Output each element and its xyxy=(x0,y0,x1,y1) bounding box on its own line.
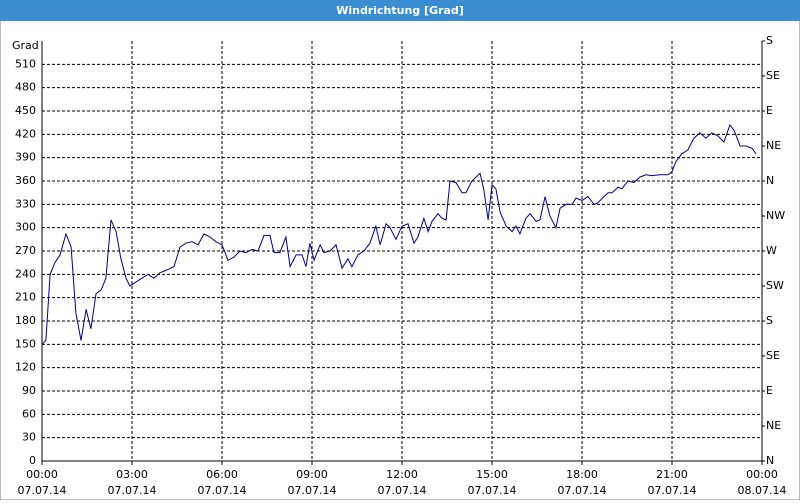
y2-tick-label: NE xyxy=(766,419,781,432)
y-tick-label: 180 xyxy=(15,314,36,327)
y-tick-label: 450 xyxy=(15,104,36,117)
y-tick-label: 30 xyxy=(22,431,36,444)
y-tick-label: 120 xyxy=(15,361,36,374)
data-line xyxy=(41,123,757,345)
y2-tick-label: E xyxy=(766,104,773,117)
y-tick-label: 390 xyxy=(15,151,36,164)
y2-tick-label: SE xyxy=(766,349,780,362)
y2-tick-label: NE xyxy=(766,139,781,152)
y-axis-label: Grad xyxy=(12,39,39,52)
y-tick-label: 360 xyxy=(15,174,36,187)
x-tick-label: 12:00 xyxy=(386,468,418,481)
title-bar xyxy=(0,0,800,21)
y-tick-label: 150 xyxy=(15,337,36,350)
x-tick-label: 09:00 xyxy=(296,468,328,481)
x-tick-label: 00:00 xyxy=(26,468,58,481)
x-tick-date: 07.07.14 xyxy=(108,484,157,497)
x-tick-date: 08.07.14 xyxy=(738,484,787,497)
x-tick-label: 00:00 xyxy=(746,468,778,481)
y-tick-label: 300 xyxy=(15,221,36,234)
y-tick-label: 420 xyxy=(15,127,36,140)
y-tick-label: 510 xyxy=(15,57,36,70)
y-tick-label: 60 xyxy=(22,407,36,420)
x-tick-date: 07.07.14 xyxy=(288,484,337,497)
y2-tick-label: NW xyxy=(766,209,785,222)
x-tick-date: 07.07.14 xyxy=(648,484,697,497)
y2-tick-label: S xyxy=(766,34,773,47)
x-tick-label: 06:00 xyxy=(206,468,238,481)
y-tick-label: 0 xyxy=(29,454,36,467)
y2-tick-label: W xyxy=(766,244,777,257)
y2-tick-label: N xyxy=(766,454,774,467)
y-tick-label: 330 xyxy=(15,197,36,210)
y2-tick-label: SW xyxy=(766,279,784,292)
x-tick-date: 07.07.14 xyxy=(378,484,427,497)
x-tick-date: 07.07.14 xyxy=(18,484,67,497)
y2-tick-label: E xyxy=(766,384,773,397)
y-tick-label: 240 xyxy=(15,267,36,280)
x-tick-label: 15:00 xyxy=(476,468,508,481)
x-tick-date: 07.07.14 xyxy=(198,484,247,497)
x-tick-label: 03:00 xyxy=(116,468,148,481)
x-tick-label: 21:00 xyxy=(656,468,688,481)
y2-tick-label: N xyxy=(766,174,774,187)
x-tick-date: 07.07.14 xyxy=(558,484,607,497)
y-tick-label: 210 xyxy=(15,291,36,304)
y-tick-label: 480 xyxy=(15,81,36,94)
x-tick-date: 07.07.14 xyxy=(468,484,517,497)
y-tick-label: 270 xyxy=(15,244,36,257)
y2-tick-label: S xyxy=(766,314,773,327)
y2-tick-label: SE xyxy=(766,69,780,82)
x-tick-label: 18:00 xyxy=(566,468,598,481)
chart-title: Windrichtung [Grad] xyxy=(336,4,464,17)
y-tick-label: 90 xyxy=(22,384,36,397)
